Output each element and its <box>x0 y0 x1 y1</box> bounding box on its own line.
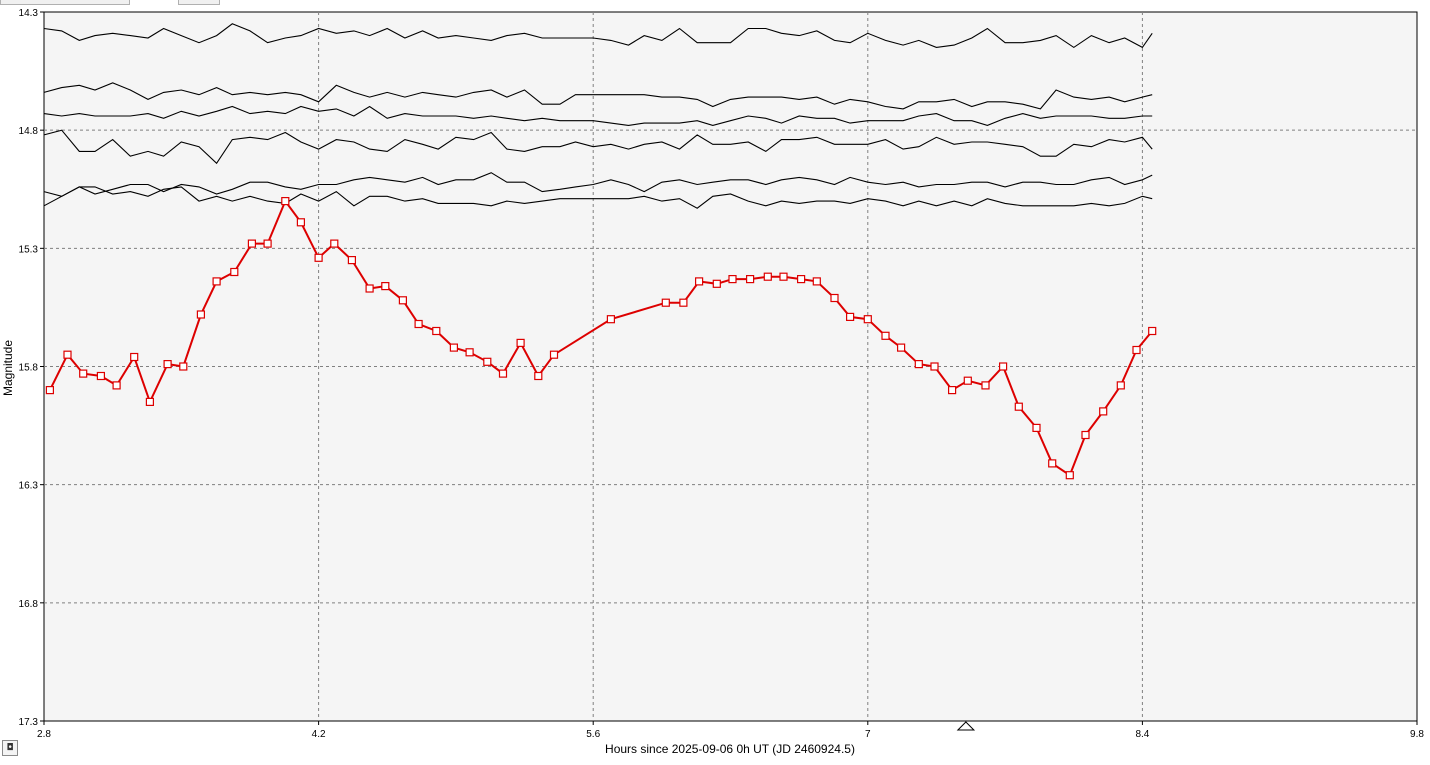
comparison-star-line-3 <box>43 105 1153 126</box>
target-point[interactable] <box>465 348 474 357</box>
target-point[interactable] <box>432 326 441 336</box>
axis-ticks: 2.8 4.2 5.6 7 8.4 9.8 14.3 14.8 15.3 15.8 16.3 16.8… <box>19 8 1425 740</box>
target-point[interactable] <box>347 256 356 265</box>
y-tick-label: 15.3 <box>19 244 39 255</box>
x-tick-label: 2.8 <box>37 729 51 740</box>
target-point[interactable] <box>914 360 923 369</box>
target-point[interactable] <box>1132 345 1141 355</box>
y-tick-label: 16.3 <box>19 481 39 492</box>
target-point[interactable] <box>845 312 855 321</box>
comparison-stars <box>43 23 1153 209</box>
gridlines <box>44 12 1417 721</box>
target-point[interactable] <box>281 197 290 206</box>
target-point[interactable] <box>712 279 721 288</box>
target-point[interactable] <box>830 293 839 303</box>
target-point[interactable] <box>212 277 221 286</box>
target-point[interactable] <box>45 386 55 395</box>
target-point[interactable] <box>1032 423 1041 432</box>
target-point[interactable] <box>1116 381 1125 390</box>
target-point[interactable] <box>1081 430 1090 440</box>
y-tick-label: 16.8 <box>19 599 39 610</box>
target-point[interactable] <box>534 371 543 381</box>
target-point[interactable] <box>947 386 957 395</box>
target-point[interactable] <box>179 362 188 371</box>
target-point[interactable] <box>381 282 390 291</box>
target-point[interactable] <box>863 315 872 324</box>
target-point[interactable] <box>1048 459 1057 468</box>
comparison-star-line-2 <box>43 82 1153 110</box>
target-point[interactable] <box>516 338 525 347</box>
x-tick-label: 9.8 <box>1410 729 1424 740</box>
corner-button[interactable]: ◘ <box>2 740 18 756</box>
target-point[interactable] <box>1065 471 1074 480</box>
target-point[interactable] <box>796 275 806 284</box>
target-point[interactable] <box>812 277 821 286</box>
target-point[interactable] <box>230 267 239 277</box>
comparison-star-line-1 <box>43 23 1153 49</box>
target-point[interactable] <box>930 362 939 371</box>
target-point[interactable] <box>745 275 755 284</box>
target-point[interactable] <box>694 277 704 286</box>
x-tick-label: 7 <box>865 729 871 740</box>
target-point[interactable] <box>79 369 88 378</box>
target-light-curve <box>45 197 1157 480</box>
target-point[interactable] <box>63 350 72 359</box>
comparison-star-line-6 <box>43 186 1153 209</box>
x-tick-label: 8.4 <box>1135 729 1149 740</box>
target-point[interactable] <box>145 397 154 406</box>
y-tick-label: 15.8 <box>19 363 39 374</box>
x-axis-marker-triangle[interactable] <box>956 721 976 731</box>
target-point[interactable] <box>779 272 788 281</box>
target-point[interactable] <box>728 275 737 284</box>
target-point[interactable] <box>296 218 305 227</box>
target-point[interactable] <box>330 239 339 248</box>
y-axis-title: Magnitude <box>1 340 15 396</box>
target-point[interactable] <box>896 343 906 352</box>
target-point[interactable] <box>314 253 323 262</box>
target-point[interactable] <box>963 376 972 385</box>
y-tick-label: 17.3 <box>19 717 39 728</box>
target-point[interactable] <box>679 298 688 307</box>
target-point[interactable] <box>130 352 139 362</box>
target-point[interactable] <box>398 296 407 305</box>
target-point[interactable] <box>1099 407 1108 416</box>
comparison-star-line-4 <box>43 129 1153 165</box>
target-point[interactable] <box>483 357 492 366</box>
target-point[interactable] <box>96 371 106 381</box>
x-axis-title: Hours since 2025-09-06 0h UT (JD 2460924… <box>605 742 855 756</box>
target-point[interactable] <box>606 315 616 324</box>
toolbar-tab-1[interactable] <box>0 0 130 5</box>
x-tick-label: 5.6 <box>586 729 600 740</box>
target-point[interactable] <box>498 369 508 378</box>
target-point[interactable] <box>263 239 272 248</box>
target-point[interactable] <box>247 239 256 248</box>
comparison-star-line-5 <box>43 172 1153 197</box>
target-point[interactable] <box>1148 326 1157 336</box>
target-point[interactable] <box>163 360 172 369</box>
y-tick-label: 14.3 <box>19 8 39 19</box>
target-point[interactable] <box>763 272 772 281</box>
target-point[interactable] <box>998 362 1008 371</box>
x-tick-label: 4.2 <box>312 729 326 740</box>
target-point[interactable] <box>112 381 121 390</box>
toolbar-tab-2[interactable] <box>178 0 220 5</box>
target-point[interactable] <box>981 381 990 390</box>
target-point[interactable] <box>414 319 423 329</box>
target-point[interactable] <box>1014 402 1023 411</box>
target-point[interactable] <box>549 350 559 359</box>
target-point[interactable] <box>365 284 374 293</box>
target-point[interactable] <box>196 310 205 319</box>
y-tick-label: 14.8 <box>19 126 39 137</box>
target-point[interactable] <box>881 331 890 340</box>
target-point[interactable] <box>449 343 458 352</box>
target-point[interactable] <box>661 298 670 307</box>
